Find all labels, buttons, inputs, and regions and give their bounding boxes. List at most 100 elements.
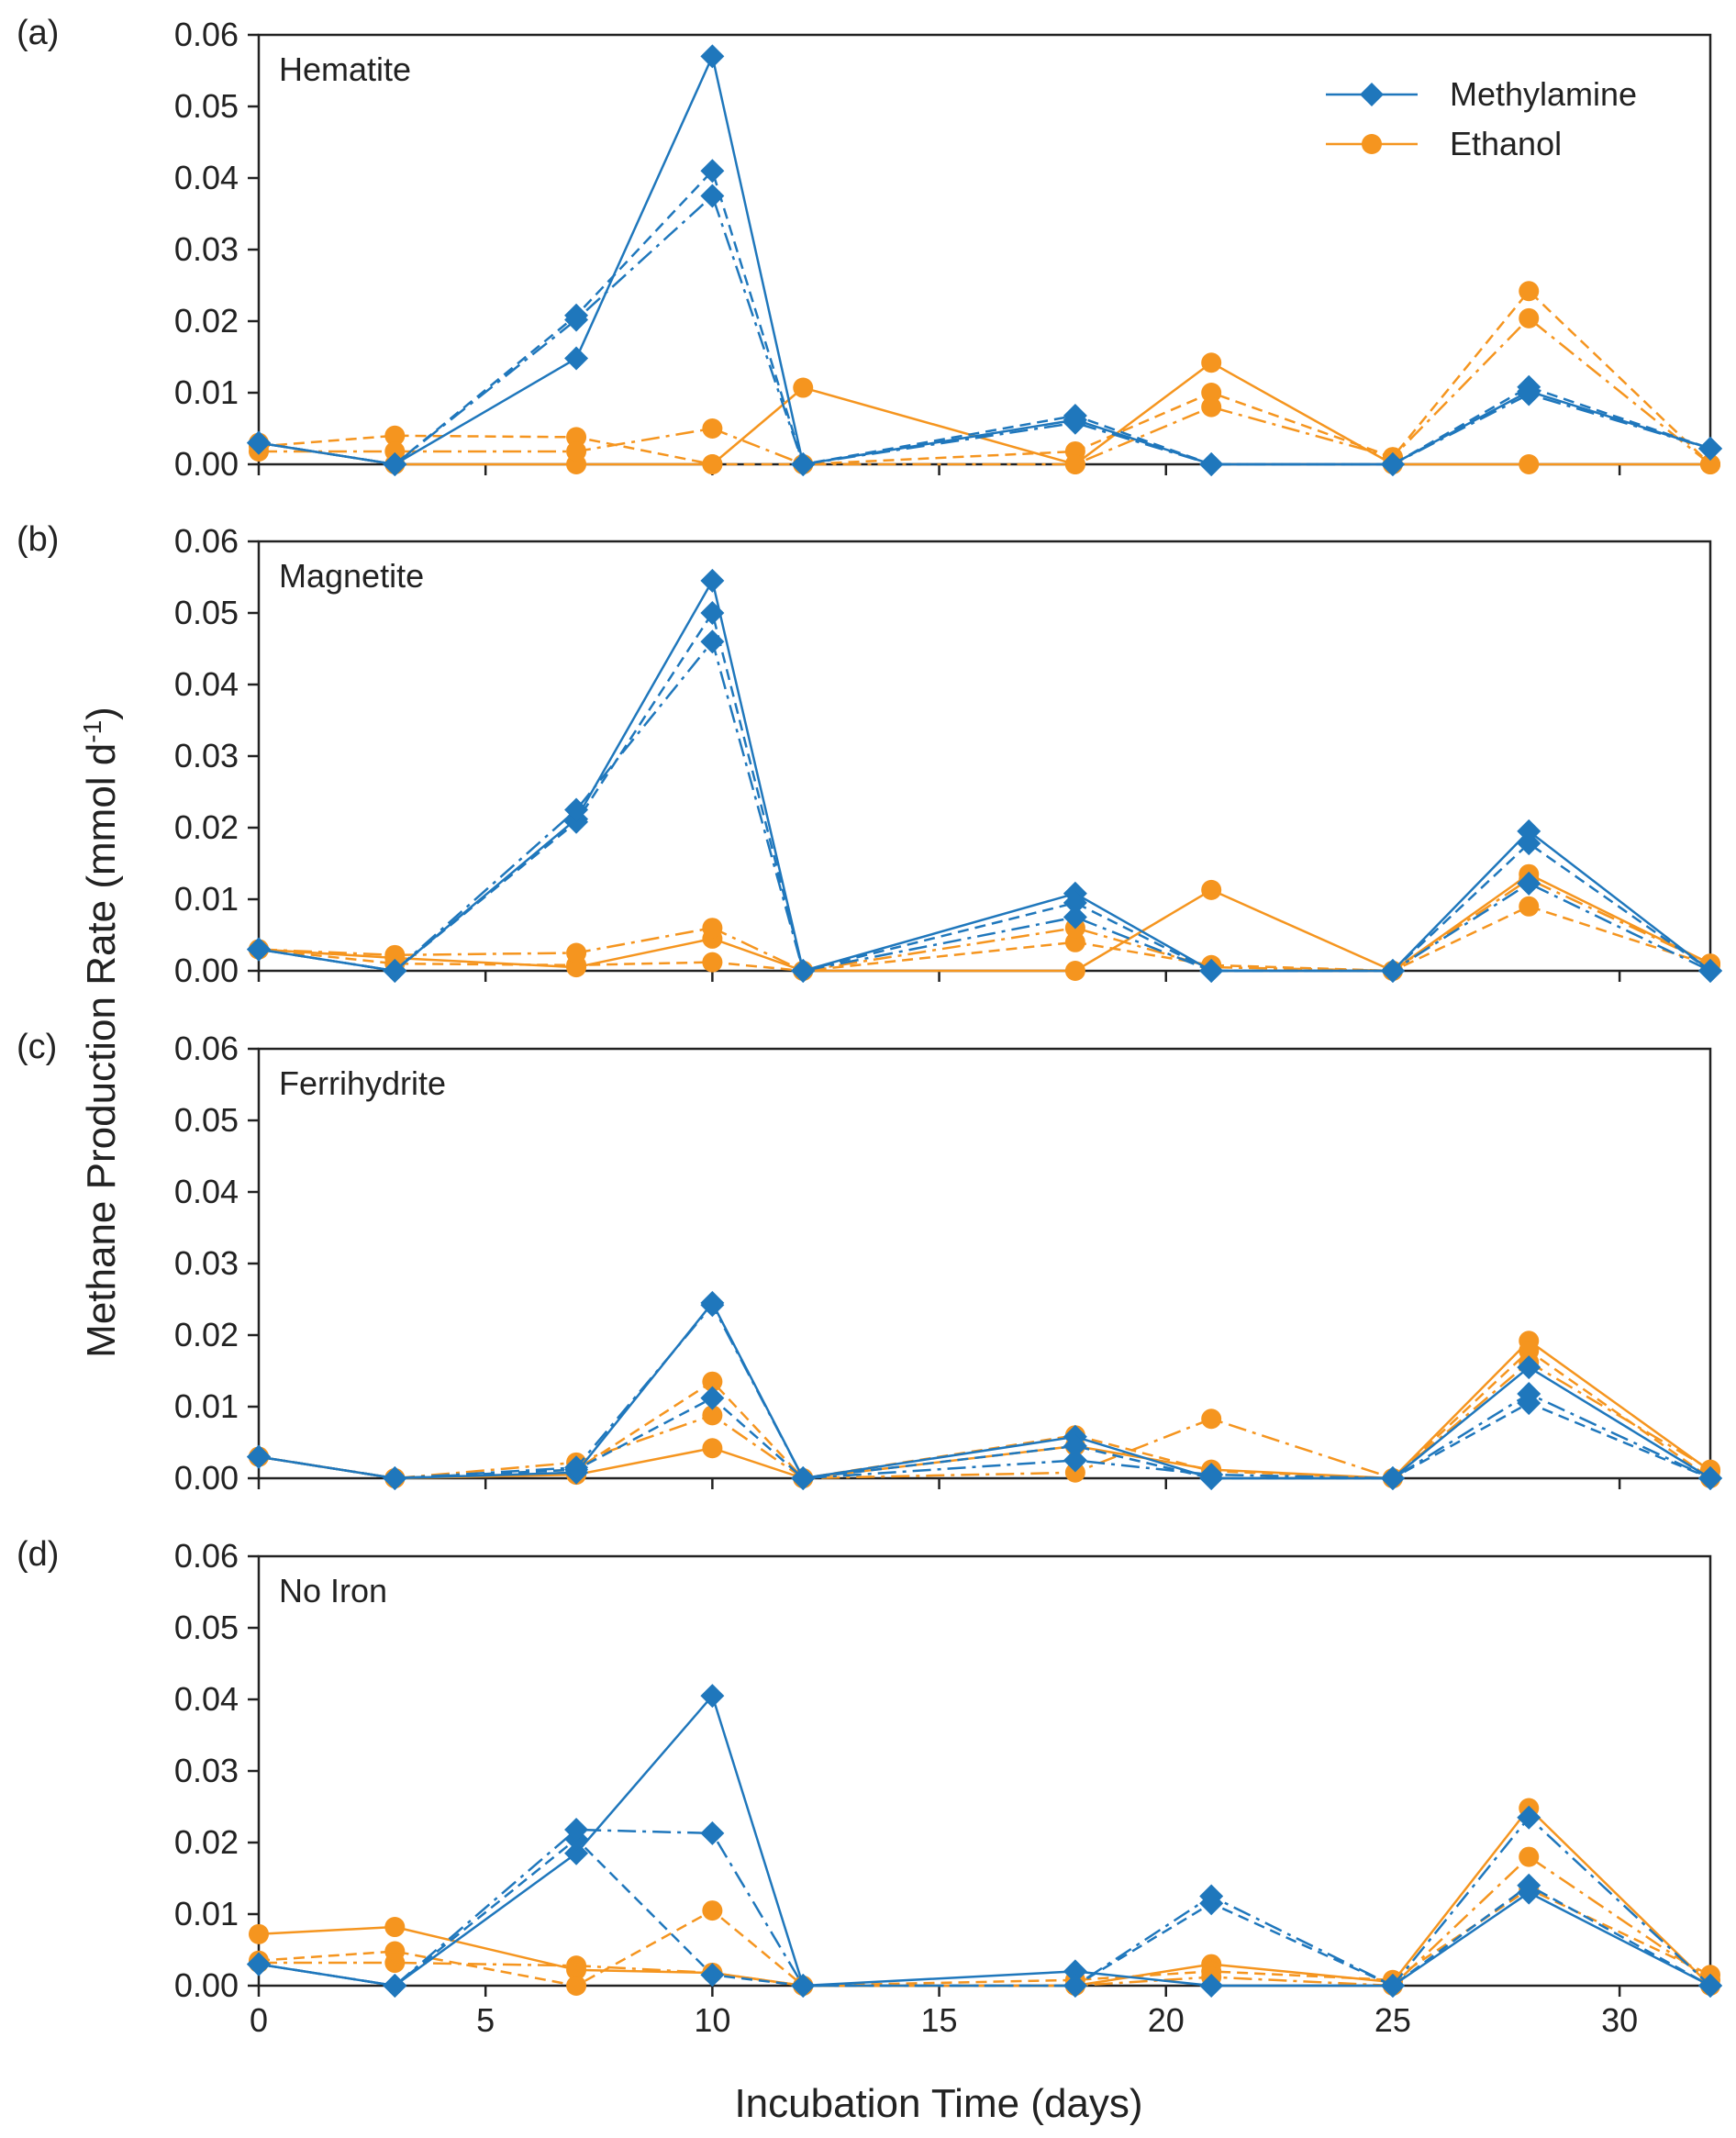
data-point	[702, 454, 723, 474]
series-line	[258, 55, 1711, 466]
data-point	[700, 1293, 725, 1318]
data-point	[791, 452, 816, 476]
data-point	[1517, 1805, 1541, 1830]
panel-title: Magnetite	[279, 557, 424, 595]
data-point	[702, 1900, 723, 1921]
y-tick-label: 0.00	[174, 445, 239, 483]
data-point	[700, 629, 725, 654]
y-tick-label: 0.02	[174, 1316, 239, 1353]
y-tick-label: 0.02	[174, 302, 239, 340]
x-tick-label: 30	[1601, 2001, 1638, 2039]
y-axis-title: Methane Production Rate (mmol d-1)	[78, 707, 125, 1358]
data-point	[249, 1923, 269, 1944]
series-ethanol-1	[249, 1331, 1720, 1488]
legend-marker	[1362, 134, 1382, 154]
data-point	[1517, 1381, 1541, 1406]
data-point	[564, 1841, 589, 1865]
legend-item-methylamine: Methylamine	[1326, 75, 1637, 113]
data-point	[384, 1917, 406, 1938]
data-point	[700, 184, 725, 208]
data-point	[1063, 890, 1087, 915]
data-point	[247, 1444, 271, 1469]
data-point	[1517, 871, 1541, 896]
data-point	[1063, 1448, 1087, 1473]
series-methylamine-1	[247, 1290, 1722, 1490]
y-tick-label: 0.03	[174, 1752, 239, 1789]
series-line	[258, 1303, 1711, 1480]
data-point	[1064, 454, 1085, 474]
series-line	[258, 611, 1711, 973]
x-tick-label: 25	[1374, 2001, 1411, 2039]
panels-group: 0.000.010.020.030.040.050.06(a)Hematite0…	[17, 14, 1722, 2039]
data-point	[1380, 452, 1405, 476]
y-tick-label: 0.00	[174, 952, 239, 989]
y-tick-label: 0.05	[174, 594, 239, 631]
y-axis-title-main: Methane Production Rate (mmol d	[79, 743, 124, 1358]
data-point	[1517, 1355, 1541, 1380]
data-point	[1519, 1846, 1540, 1867]
data-point	[383, 452, 407, 476]
data-point	[1201, 352, 1222, 373]
series-line	[258, 877, 1711, 973]
y-tick-label: 0.01	[174, 880, 239, 918]
data-point	[1201, 396, 1222, 418]
y-tick-label: 0.01	[174, 373, 239, 411]
panel-title: Ferrihydrite	[279, 1064, 446, 1102]
panel-ferrihydrite: 0.00 0.01 0.02 0.03 0.04 0.05 0.06 (c) Ferrihydr…	[17, 1028, 1722, 1497]
data-point	[383, 1974, 407, 1998]
data-point	[564, 346, 589, 371]
data-point	[1380, 959, 1405, 983]
data-point	[702, 918, 723, 939]
series-ethanol-3	[249, 307, 1720, 474]
data-point	[566, 1976, 587, 1996]
y-tick-label: 0.04	[174, 665, 239, 703]
data-point	[702, 418, 723, 439]
series-line	[258, 1361, 1711, 1480]
y-tick-label: 0.05	[174, 1101, 239, 1139]
y-tick-label: 0.03	[174, 737, 239, 774]
y-tick-label: 0.03	[174, 1244, 239, 1282]
data-point	[564, 1455, 589, 1480]
data-point	[1519, 281, 1540, 302]
legend-label: Methylamine	[1450, 75, 1637, 113]
y-tick-label: 0.00	[174, 1459, 239, 1497]
data-point	[247, 430, 271, 455]
y-tick-label: 0.06	[174, 522, 239, 560]
data-point	[1063, 1959, 1087, 1984]
panel-title: Hematite	[279, 50, 411, 88]
panel-title: No Iron	[279, 1572, 387, 1609]
series-line	[258, 1807, 1711, 1988]
data-point	[1517, 818, 1541, 843]
data-point	[700, 601, 725, 625]
y-tick-label: 0.01	[174, 1387, 239, 1425]
data-point	[1199, 1974, 1224, 1998]
data-point	[791, 959, 816, 983]
data-point	[1698, 1466, 1722, 1490]
series-methylamine-3	[247, 1805, 1722, 1998]
series-methylamine-3	[247, 1293, 1722, 1490]
data-point	[1201, 1409, 1222, 1430]
data-point	[700, 568, 725, 593]
data-point	[564, 1817, 589, 1842]
legend-label: Ethanol	[1450, 125, 1562, 162]
data-point	[566, 440, 587, 462]
data-point	[1199, 1463, 1224, 1487]
data-point	[1519, 896, 1540, 917]
series-ethanol-2	[249, 1878, 1720, 1996]
data-point	[564, 307, 589, 332]
series-line	[258, 1397, 1711, 1480]
panel-letter: (d)	[17, 1535, 59, 1574]
x-axis-title: Incubation Time (days)	[734, 2081, 1142, 2126]
y-axis-title-superscript: -1	[78, 720, 106, 743]
y-tick-label: 0.04	[174, 159, 239, 196]
data-point	[700, 1386, 725, 1410]
series-line	[258, 1887, 1711, 1988]
y-axis-title-close: )	[79, 707, 124, 720]
data-point	[383, 1466, 407, 1490]
x-tick-label: 15	[921, 2001, 958, 2039]
data-point	[793, 377, 814, 398]
y-tick-label: 0.06	[174, 1537, 239, 1575]
series-line	[259, 317, 1711, 466]
y-tick-label: 0.06	[174, 1030, 239, 1067]
data-point	[1201, 879, 1222, 900]
